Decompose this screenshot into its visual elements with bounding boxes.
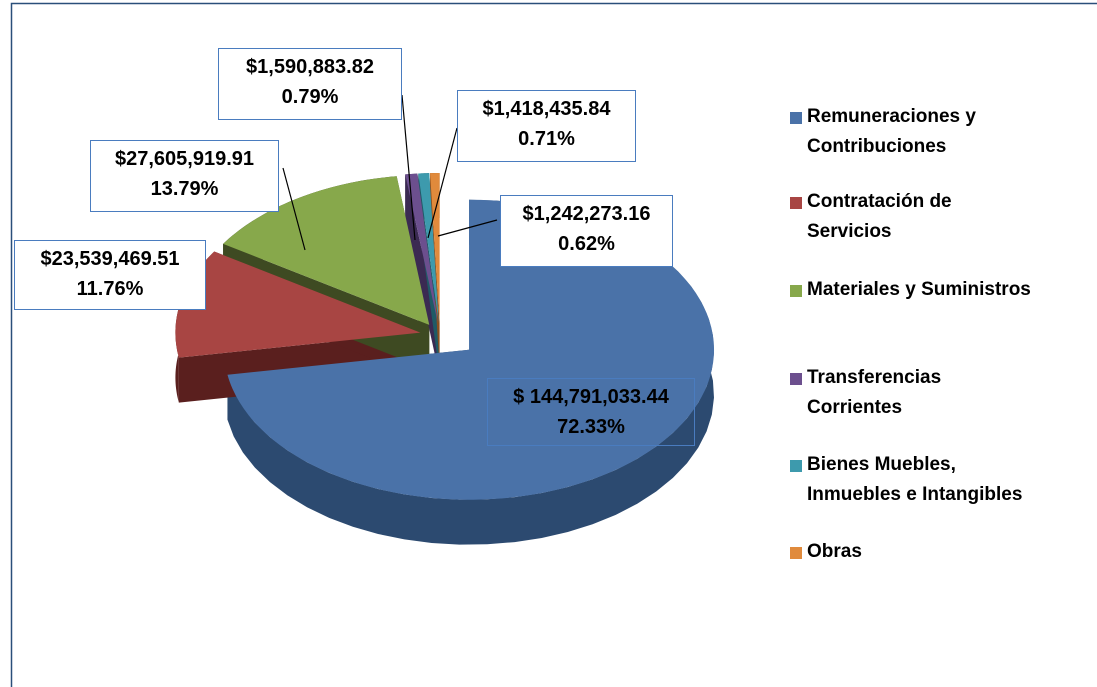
percent-label: 11.76% [76,278,144,300]
data-label: $1,418,435.84 [482,98,611,120]
legend-label: Materiales y Suministros [807,279,1031,300]
leader-line [427,127,458,239]
leader-line [282,167,306,251]
percent-label: 0.71% [518,128,575,150]
percent-label: 72.33% [557,416,625,438]
leader-line [437,219,498,237]
data-label: $ 144,791,033.44 [513,386,669,408]
slice [223,176,430,325]
data-label: $23,539,469.51 [40,248,180,270]
legend-swatch [790,373,802,385]
legend-label: Bienes Muebles, Inmuebles e Intangibles [807,454,1023,505]
legend-label: Obras [807,541,862,562]
data-label: $27,605,919.91 [114,148,255,170]
legend-label: Contratación de Servicios [807,191,952,242]
legend-swatch [790,197,802,209]
data-label-box: $ 144,791,033.44 72.33% [487,378,695,446]
slice [175,251,421,358]
legend-swatch [790,112,802,124]
data-label: $1,590,883.82 [246,56,374,78]
slice [227,199,715,500]
legend-swatch [790,285,802,297]
slice [430,173,440,324]
legend-swatch [790,460,802,472]
slice [418,173,439,324]
data-label-box: $27,605,919.91 13.79% [90,140,279,212]
percent-label: 0.79% [281,86,339,108]
leader-line [401,94,416,241]
data-label-box: $1,242,273.16 0.62% [500,195,673,267]
data-label-box: $23,539,469.51 11.76% [14,240,206,310]
slice [405,173,438,324]
data-label-box: $1,590,883.82 0.79% [218,48,402,120]
percent-label: 0.62% [558,233,615,255]
legend-label: Transferencias Corrientes [807,367,942,418]
chart-border [10,2,1097,687]
percent-label: 13.79% [150,178,219,200]
legend-label: Remuneraciones y Contribuciones [807,106,976,157]
data-label-box: $1,418,435.84 0.71% [457,90,636,162]
legend-swatch [790,547,802,559]
data-label: $1,242,273.16 [522,203,651,225]
